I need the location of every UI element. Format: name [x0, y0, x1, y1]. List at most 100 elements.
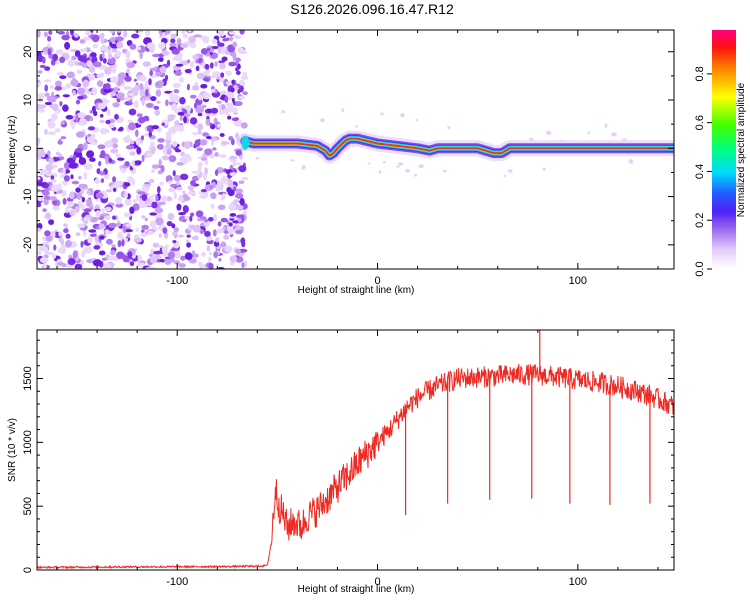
- noise-blob: [107, 53, 113, 60]
- noise-blob: [37, 189, 42, 193]
- noise-blob: [199, 195, 208, 199]
- noise-blob: [135, 227, 139, 232]
- noise-blob: [133, 237, 142, 243]
- noise-blob: [76, 192, 82, 201]
- noise-blob: [115, 180, 123, 185]
- noise-blob: [37, 151, 43, 159]
- noise-blob: [233, 186, 237, 192]
- noise-blob: [107, 45, 111, 52]
- noise-blob: [161, 155, 170, 161]
- noise-blob: [44, 66, 51, 71]
- noise-speckle: [587, 131, 590, 135]
- noise-blob: [199, 171, 203, 178]
- tone-start-blob: [241, 135, 250, 150]
- noise-blob: [223, 234, 230, 240]
- noise-blob: [48, 30, 53, 35]
- noise-blob: [207, 108, 212, 113]
- noise-blob: [59, 156, 65, 160]
- colorbar-tick-label: 0.4: [694, 164, 706, 179]
- noise-blob: [62, 180, 68, 186]
- noise-blob: [178, 215, 186, 222]
- noise-speckle: [405, 168, 410, 173]
- colorbar-gradient: [712, 30, 736, 269]
- noise-blob: [179, 115, 183, 122]
- noise-blob: [224, 245, 233, 253]
- noise-blob: [59, 56, 66, 63]
- noise-blob: [117, 81, 122, 86]
- noise-blob: [219, 133, 225, 137]
- noise-blob: [106, 108, 111, 117]
- noise-blob: [89, 233, 97, 237]
- noise-blob: [190, 94, 197, 99]
- noise-blob: [166, 30, 171, 35]
- noise-speckle: [368, 162, 371, 165]
- noise-blob: [97, 102, 107, 110]
- noise-blob: [139, 75, 147, 82]
- noise-blob: [226, 104, 234, 112]
- noise-blob: [124, 182, 131, 187]
- noise-blob: [192, 175, 199, 182]
- noise-blob: [226, 37, 230, 41]
- noise-blob: [172, 230, 178, 237]
- noise-blob: [98, 250, 106, 256]
- noise-blob: [149, 141, 155, 149]
- noise-blob: [192, 250, 195, 256]
- noise-blob: [135, 138, 141, 146]
- noise-blob: [87, 236, 93, 244]
- noise-blob: [99, 171, 105, 176]
- noise-blob: [139, 83, 144, 91]
- noise-blob: [192, 84, 200, 91]
- noise-blob: [83, 142, 88, 151]
- spectrogram-frame: [36, 29, 675, 270]
- noise-blob: [201, 252, 206, 257]
- noise-blob: [42, 190, 50, 197]
- noise-blob: [232, 41, 237, 48]
- noise-blob: [233, 107, 238, 113]
- noise-blob: [210, 89, 216, 93]
- noise-blob: [148, 78, 152, 86]
- noise-blob: [149, 70, 153, 76]
- spectrogram-noise: [37, 30, 634, 269]
- noise-blob: [159, 66, 167, 74]
- noise-blob: [202, 77, 210, 82]
- noise-blob: [228, 61, 237, 67]
- noise-blob: [227, 189, 235, 197]
- noise-blob: [116, 30, 122, 33]
- noise-blob: [105, 49, 113, 54]
- noise-blob: [130, 140, 135, 145]
- noise-blob: [61, 34, 70, 41]
- noise-blob: [231, 117, 239, 122]
- noise-blob: [59, 101, 63, 107]
- noise-blob: [220, 90, 227, 95]
- noise-blob: [72, 154, 77, 161]
- noise-blob: [131, 178, 136, 187]
- noise-blob: [150, 96, 157, 102]
- noise-blob: [155, 217, 164, 226]
- noise-blob: [179, 173, 189, 180]
- noise-blob: [220, 104, 226, 111]
- noise-blob: [60, 136, 67, 140]
- noise-blob: [233, 84, 239, 91]
- noise-blob: [117, 157, 125, 161]
- noise-blob: [75, 99, 81, 105]
- noise-blob: [71, 55, 77, 61]
- noise-blob: [118, 126, 124, 131]
- noise-blob: [103, 88, 112, 94]
- noise-blob: [99, 119, 105, 124]
- noise-blob: [151, 125, 159, 130]
- snr-plot-area: [37, 330, 674, 570]
- noise-blob: [45, 163, 53, 171]
- noise-blob: [215, 237, 220, 243]
- tone-core: [244, 137, 674, 157]
- noise-blob: [242, 210, 247, 215]
- noise-blob: [143, 84, 147, 91]
- noise-blob: [236, 214, 245, 219]
- noise-blob: [218, 154, 227, 158]
- noise-blob: [172, 140, 178, 147]
- noise-blob: [239, 30, 245, 35]
- noise-blob: [189, 42, 197, 49]
- noise-blob: [174, 250, 181, 259]
- noise-blob: [233, 119, 243, 127]
